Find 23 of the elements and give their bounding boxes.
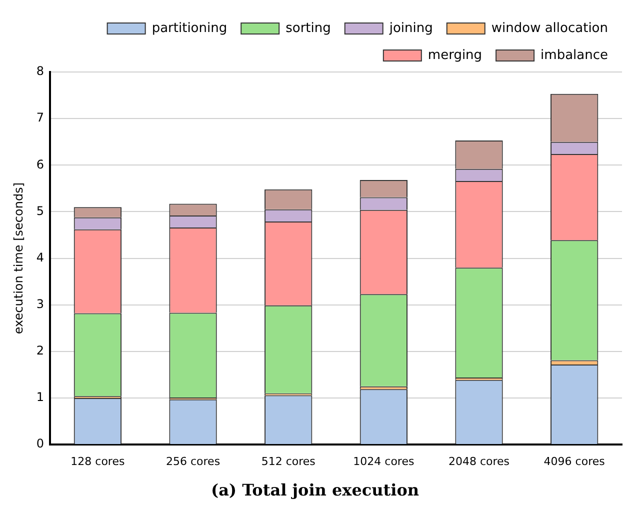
y-tick-label: 3 bbox=[36, 297, 44, 311]
y-axis-title: execution time [seconds] bbox=[11, 182, 26, 334]
y-tick-label: 1 bbox=[36, 390, 44, 404]
y-tick-label: 4 bbox=[36, 250, 44, 264]
y-tick-label: 7 bbox=[36, 110, 44, 125]
x-tick-label: 1024 cores bbox=[353, 455, 414, 468]
legend-label: window allocation bbox=[491, 20, 608, 36]
text: (a) Total join execution bbox=[210, 480, 420, 500]
legend-label: imbalance bbox=[540, 48, 608, 63]
legend-label: partitioning bbox=[152, 20, 228, 36]
y-tick-label: 6 bbox=[36, 157, 44, 172]
x-tick-label: 256 cores bbox=[166, 455, 220, 468]
legend-label: sorting bbox=[286, 20, 331, 36]
y-tick-label: 2 bbox=[36, 344, 44, 358]
legend-label: joining bbox=[388, 20, 433, 36]
y-tick-label: 8 bbox=[36, 64, 44, 78]
y-tick-label: 5 bbox=[36, 204, 44, 218]
x-tick-label: 2048 cores bbox=[448, 455, 510, 468]
x-tick-label: 512 cores bbox=[261, 455, 316, 468]
y-tick-label: 0 bbox=[36, 436, 44, 451]
x-tick-label: 4096 cores bbox=[544, 455, 606, 468]
legend-label: merging bbox=[428, 48, 482, 63]
x-tick-label: 128 cores bbox=[70, 455, 125, 468]
